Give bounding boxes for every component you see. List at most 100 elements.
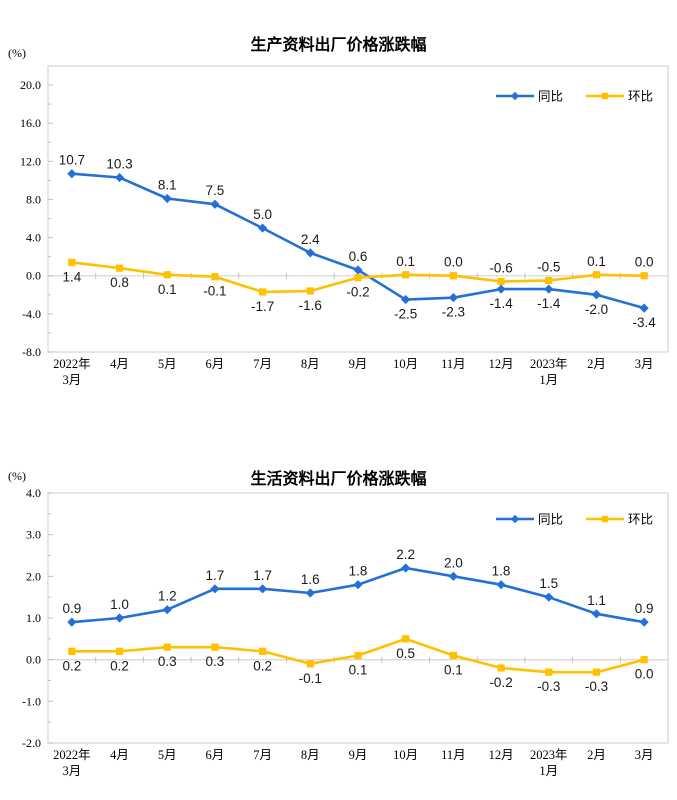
data-point-label: 1.6 bbox=[301, 572, 320, 587]
x-tick-label: 7月 bbox=[253, 357, 272, 371]
data-point-marker bbox=[210, 199, 220, 209]
legend-item-环比: 环比 bbox=[586, 90, 653, 104]
data-point-label: 1.0 bbox=[110, 597, 129, 612]
legend-item-同比: 同比 bbox=[496, 90, 563, 104]
data-point-label: 0.0 bbox=[635, 255, 654, 270]
data-point-label: 8.1 bbox=[158, 178, 177, 193]
x-tick-label: 2月 bbox=[587, 748, 606, 762]
data-point-label: 2.2 bbox=[396, 547, 415, 562]
x-tick-label: 6月 bbox=[206, 357, 225, 371]
x-tick-label: 9月 bbox=[349, 748, 368, 762]
data-point-label: 10.3 bbox=[106, 157, 132, 172]
x-tick-label: 1月 bbox=[539, 373, 558, 387]
data-point-label: -0.3 bbox=[537, 679, 560, 694]
data-point-marker bbox=[259, 647, 267, 655]
data-point-marker bbox=[354, 274, 362, 282]
data-point-marker bbox=[402, 271, 410, 279]
data-point-label: 0.1 bbox=[587, 254, 606, 269]
data-point-label: 0.3 bbox=[206, 654, 225, 669]
legend-swatch-marker bbox=[601, 515, 609, 523]
data-point-label: 0.2 bbox=[62, 658, 81, 673]
y-tick-label: 8.0 bbox=[26, 192, 41, 206]
data-point-marker bbox=[449, 651, 457, 660]
x-tick-label: 4月 bbox=[110, 748, 129, 762]
y-axis-unit-label: (%) bbox=[8, 46, 26, 60]
data-point-label: 0.1 bbox=[444, 663, 463, 678]
data-point-label: 10.7 bbox=[59, 153, 85, 168]
data-point-label: 0.3 bbox=[158, 654, 177, 669]
legend-label: 同比 bbox=[538, 90, 563, 104]
y-tick-label: 0.0 bbox=[26, 269, 41, 283]
x-tick-label: 3月 bbox=[635, 357, 654, 371]
data-point-label: -2.0 bbox=[585, 302, 608, 317]
data-point-marker bbox=[545, 668, 553, 676]
data-point-label: 1.7 bbox=[253, 568, 272, 583]
y-tick-label: 0.0 bbox=[26, 653, 41, 667]
data-point-marker bbox=[496, 284, 506, 294]
data-point-label: -1.4 bbox=[537, 296, 561, 311]
data-point-marker bbox=[544, 592, 554, 602]
data-point-label: 1.2 bbox=[158, 589, 177, 604]
x-tick-label: 3月 bbox=[62, 373, 81, 387]
data-point-marker bbox=[640, 656, 648, 664]
data-point-label: 1.8 bbox=[492, 564, 511, 579]
plot-border bbox=[47, 65, 669, 353]
x-tick-label: 5月 bbox=[158, 357, 177, 371]
data-point-label: -1.7 bbox=[251, 299, 274, 314]
y-tick-label: 1.0 bbox=[26, 611, 41, 625]
data-point-marker bbox=[354, 651, 362, 660]
x-tick-label: 9月 bbox=[349, 357, 368, 371]
data-point-label: -1.6 bbox=[299, 298, 322, 313]
data-point-label: -0.2 bbox=[346, 285, 369, 300]
data-point-marker bbox=[306, 287, 314, 295]
data-point-marker bbox=[115, 647, 124, 655]
y-tick-label: 20.0 bbox=[20, 78, 41, 92]
x-tick-label: 6月 bbox=[206, 748, 225, 762]
y-tick-label: 16.0 bbox=[20, 116, 41, 130]
data-point-marker bbox=[259, 288, 267, 296]
data-point-label: 0.0 bbox=[444, 255, 463, 270]
data-point-marker bbox=[448, 293, 458, 303]
data-point-marker bbox=[402, 635, 410, 643]
data-point-marker bbox=[258, 223, 268, 233]
data-point-label: 0.8 bbox=[110, 275, 129, 290]
legend-label: 同比 bbox=[538, 513, 563, 527]
data-point-marker bbox=[401, 563, 411, 573]
x-tick-label: 12月 bbox=[489, 748, 514, 762]
data-point-marker bbox=[639, 617, 649, 627]
y-tick-label: -4.0 bbox=[22, 307, 41, 321]
data-point-marker bbox=[592, 668, 601, 676]
data-point-label: -0.1 bbox=[203, 284, 226, 299]
data-point-label: 2.0 bbox=[444, 555, 463, 570]
data-point-label: 0.2 bbox=[253, 658, 272, 673]
data-point-label: 0.1 bbox=[396, 254, 415, 269]
x-tick-label: 4月 bbox=[110, 357, 129, 371]
data-point-marker bbox=[114, 172, 125, 183]
data-point-label: 1.7 bbox=[206, 568, 225, 583]
data-point-marker bbox=[353, 580, 363, 590]
legend-swatch-marker bbox=[601, 92, 609, 100]
data-point-marker bbox=[544, 284, 554, 294]
y-tick-label: 4.0 bbox=[26, 486, 41, 500]
data-point-label: 0.1 bbox=[158, 282, 177, 297]
data-point-label: 7.5 bbox=[206, 183, 225, 198]
data-point-label: -0.1 bbox=[299, 671, 322, 686]
legend-item-同比: 同比 bbox=[496, 513, 563, 527]
x-tick-label: 3月 bbox=[635, 748, 654, 762]
data-point-marker bbox=[211, 273, 219, 281]
data-point-label: 1.5 bbox=[539, 576, 558, 591]
data-point-label: 0.9 bbox=[635, 601, 654, 616]
data-point-marker bbox=[163, 271, 171, 279]
data-point-label: -1.4 bbox=[489, 296, 513, 311]
plot-border bbox=[47, 492, 669, 744]
data-point-marker bbox=[162, 193, 172, 204]
legend-label: 环比 bbox=[628, 90, 653, 104]
chart-title: 生活资料出厂价格涨跌幅 bbox=[250, 471, 427, 488]
x-tick-label: 10月 bbox=[393, 748, 418, 762]
data-point-marker bbox=[211, 643, 219, 651]
x-tick-label: 8月 bbox=[301, 748, 320, 762]
data-point-marker bbox=[401, 294, 411, 305]
data-point-label: 1.4 bbox=[62, 269, 81, 284]
data-point-marker bbox=[210, 584, 220, 594]
data-point-marker bbox=[163, 643, 171, 651]
